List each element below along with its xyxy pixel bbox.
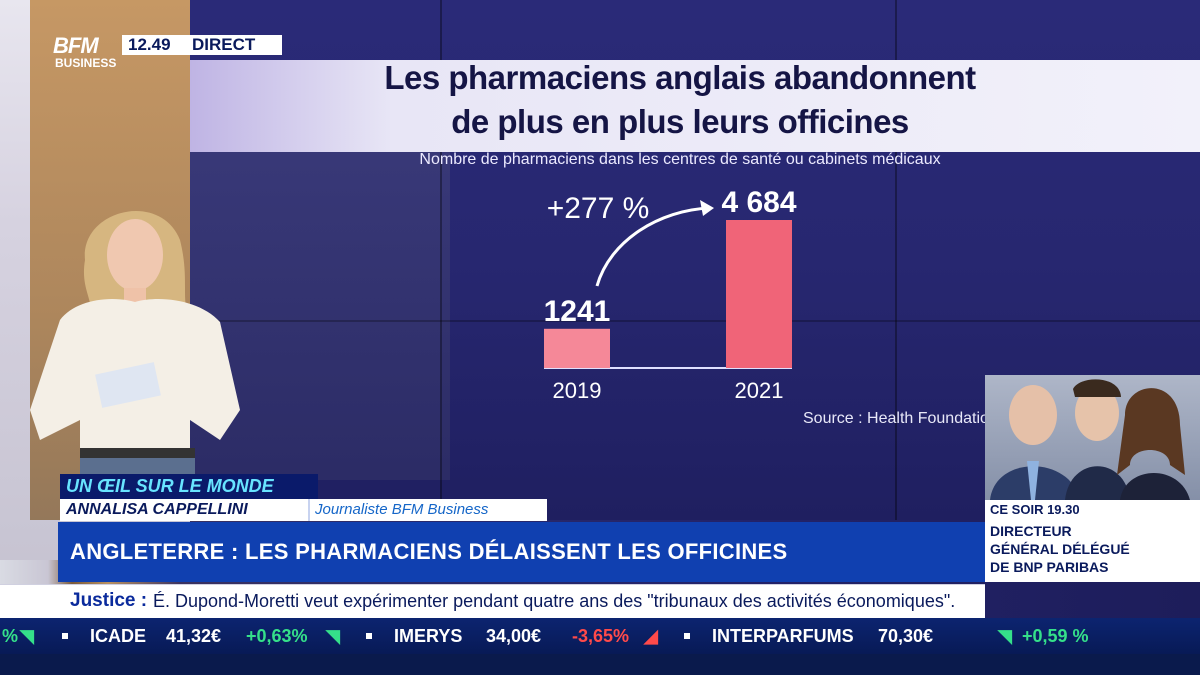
ticker-separator [366,633,372,639]
presenter-belt [80,448,195,458]
headline-bar [58,522,985,582]
segment-box [60,474,318,499]
stock-change: +0,59 % [1022,626,1089,646]
stock-value: 70,30€ [878,626,934,646]
screen-seam [190,320,1200,322]
guests-photo [985,375,1200,500]
headline: ANGLETERRE : LES PHARMACIENS DÉLAISSENT … [70,539,788,564]
x-tick-label: 2021 [735,378,784,403]
bar-2019 [544,328,610,368]
guest-1-face [1009,385,1057,445]
bar-value-label: 4 684 [721,186,796,219]
up-triangle-icon: ◥ [998,626,1012,646]
bfm-business-logo: BFM BUSINESS [53,33,121,75]
logo-sub-text: BUSINESS [55,56,117,70]
stock-name: IMERYS [394,626,463,646]
guest-3-top [1120,472,1190,500]
tonight-time: CE SOIR 19.30 [990,502,1080,517]
screen-seam [895,0,897,520]
down-triangle-icon: ◢ [644,626,658,646]
presenter-figure [30,211,240,480]
up-triangle-icon: ◥ [20,626,34,646]
guests-illustration [990,379,1190,500]
presenter-notes [95,362,161,408]
stock-change: +0,63% [246,626,308,646]
screen-seam [440,0,442,520]
chart-source: Source : Health Foundation [803,410,998,427]
news-ticker-text: É. Dupond-Moretti veut expérimenter pend… [153,591,956,611]
chart-title-line1: Les pharmaciens anglais abandonnent [384,59,976,96]
stock-name: ICADE [90,626,147,646]
tonight-box [985,500,1200,582]
stock-ticker: % ◥ ICADE 41,32€ +0,63% ◥ IMERYS 34,00€ … [0,618,1200,654]
bottom-bar [0,654,1200,675]
news-ticker-bar [0,584,985,619]
clock-box [122,35,282,55]
presenter-name: ANNALISA CAPPELLINI [66,501,248,518]
stock-value: 34,00€ [486,626,542,646]
presenter-face [107,219,163,291]
presenter-role: Journaliste BFM Business [315,501,489,518]
bar-2021 [726,220,792,368]
logo-main-text: BFM [53,33,99,58]
x-tick-label: 2019 [553,378,602,403]
up-triangle-icon: ◥ [326,626,340,646]
growth-arrow [595,206,711,287]
ticker-separator [684,633,690,639]
chart-title-line2: de plus en plus leurs officines [451,103,909,140]
guest-2-suit [1065,466,1130,500]
bars [544,220,792,368]
tonight-line-1: DIRECTEUR [990,523,1072,539]
bar-chart: 1241 2019 4 684 2021 +277 % [544,186,797,403]
live-label: DIRECT [192,35,256,54]
guest-3-hair [1117,388,1185,475]
role-box [308,499,547,521]
bar-labels: 1241 2019 4 684 2021 [544,186,797,403]
stock-ticker-bar [0,618,1200,654]
chart-title-band [190,60,1200,152]
news-ticker-label: Justice : [70,590,148,611]
pharmacy-photo [190,150,450,480]
guest-1-tie [1027,461,1039,500]
chart-subtitle: Nombre de pharmaciens dans les centres d… [419,151,941,168]
chart-title: Les pharmaciens anglais abandonnent de p… [330,56,1030,144]
tonight-line-2: GÉNÉRAL DÉLÉGUÉ [990,541,1130,557]
name-box [60,499,308,521]
stock-name: INTERPARFUMS [712,626,854,646]
tonight-line-3: DE BNP PARIBAS [990,559,1109,575]
clock-time: 12.49 [128,35,171,54]
growth-annotation: +277 % [547,192,650,225]
stock-change: -3,65% [572,626,630,646]
segment-label: UN ŒIL SUR LE MONDE [66,476,274,496]
stock-value: 41,32€ [166,626,222,646]
ticker-separator [62,633,68,639]
bar-value-label: 1241 [544,295,611,328]
arrow-head [700,200,714,216]
guest-2-face [1075,385,1119,441]
guest-2-hair [1073,379,1121,397]
tonight-guest-title: DIRECTEUR GÉNÉRAL DÉLÉGUÉ DE BNP PARIBAS [990,522,1190,576]
stock-change-partial: % [2,626,19,646]
